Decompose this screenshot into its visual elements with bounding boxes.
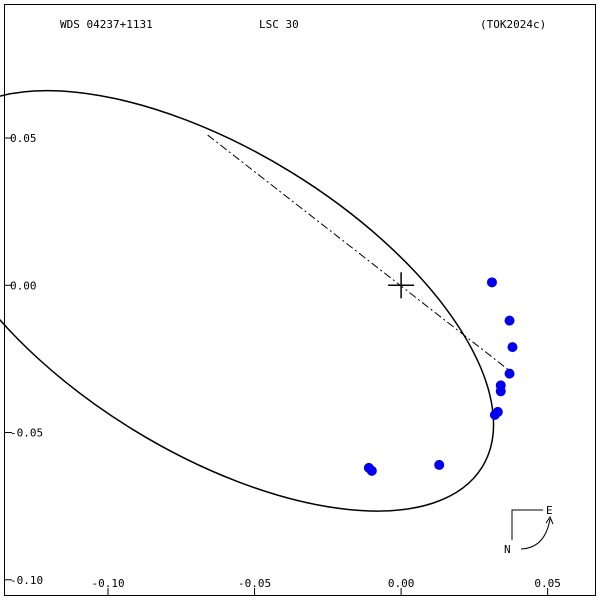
primary-star-marker <box>388 272 415 299</box>
reference-label: (TOK2024c) <box>480 18 546 31</box>
plot-frame <box>4 4 596 596</box>
compass-north-label: N <box>504 543 511 556</box>
lsc-label: LSC 30 <box>259 18 299 31</box>
observation-point <box>504 315 515 326</box>
observation-point <box>486 277 497 288</box>
observation-point <box>489 409 500 420</box>
x-tick-label: 0.05 <box>534 577 561 590</box>
observation-points <box>363 277 518 476</box>
y-tick-label: -0.05 <box>10 427 43 440</box>
y-tick-label: 0.05 <box>10 132 37 145</box>
compass-arrow-arc <box>520 518 551 550</box>
y-axis-ticks: 0.05 0.00 -0.05 -0.10 <box>4 132 43 587</box>
wds-label: WDS 04237+1131 <box>60 18 153 31</box>
x-tick-label: 0.00 <box>388 577 415 590</box>
orbit-ellipse <box>0 89 495 512</box>
x-tick-label: -0.05 <box>238 577 271 590</box>
compass-rose: E N <box>504 504 554 556</box>
observation-point <box>366 465 377 476</box>
compass-east-label: E <box>546 504 553 517</box>
x-axis-ticks: -0.10 -0.05 0.00 0.05 <box>91 577 561 596</box>
observation-point <box>434 459 445 470</box>
compass-arrow-head <box>545 515 554 525</box>
y-tick-label: 0.00 <box>10 279 37 292</box>
x-tick-label: -0.10 <box>91 577 124 590</box>
observation-point <box>504 368 515 379</box>
y-tick-label: -0.10 <box>10 574 43 587</box>
compass-axes <box>511 509 543 540</box>
observation-point <box>495 386 506 397</box>
observation-point <box>507 342 518 353</box>
